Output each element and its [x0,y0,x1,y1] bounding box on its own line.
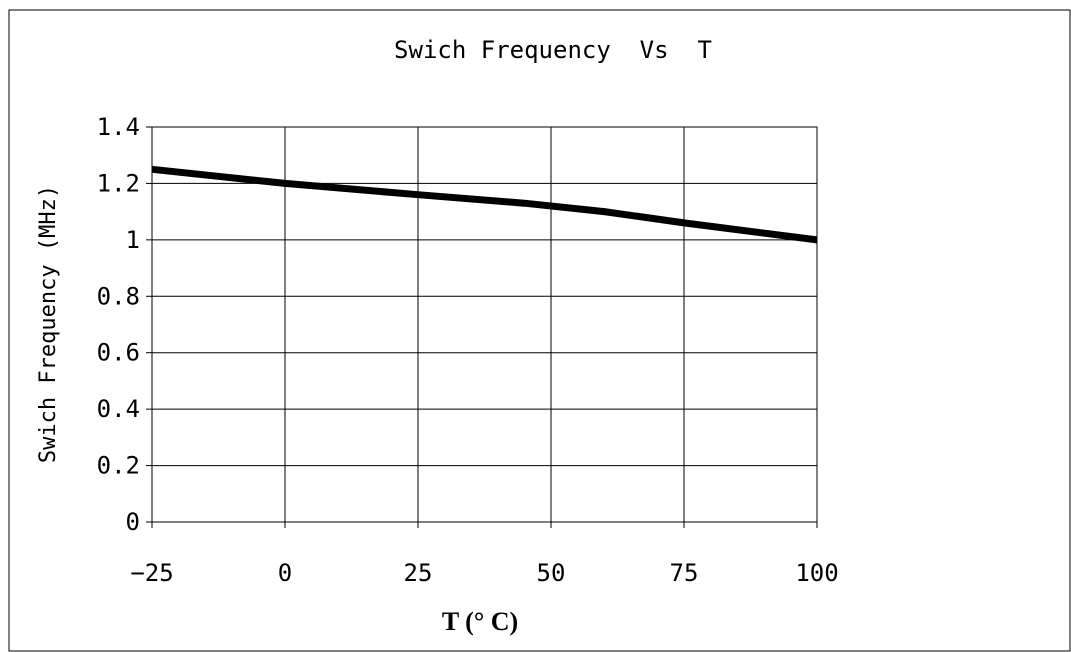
y-axis-label: Swich Frequency (MHz) [36,185,61,463]
y-tick-label: 0.2 [97,452,140,480]
gridlines [146,126,818,528]
x-tick-label: 50 [537,559,566,587]
series-line [151,165,818,244]
y-tick-label: 1 [126,226,140,254]
x-axis-label: T (° C) [442,607,518,636]
x-tick-label: 75 [670,559,699,587]
y-tick-label: 0 [126,508,140,536]
x-tick-label: 25 [404,559,433,587]
tick-labels: −25 0 25 50 75 100 0 0.2 0.4 0.6 0.8 1 1.2 1.4 [97,113,839,587]
chart-title: Swich Frequency Vs T [394,36,712,64]
series-layer [151,165,818,244]
y-tick-label: 0.6 [97,339,140,367]
x-tick-label: 0 [278,559,292,587]
y-tick-label: 1.2 [97,169,140,197]
chart-border [8,9,1071,652]
y-tick-label: 0.8 [97,282,140,310]
plot-area-border [151,126,818,523]
x-tick-label: 100 [795,559,838,587]
x-tick-label: −25 [130,559,173,587]
y-tick-label: 0.4 [97,395,140,423]
y-tick-label: 1.4 [97,113,140,141]
